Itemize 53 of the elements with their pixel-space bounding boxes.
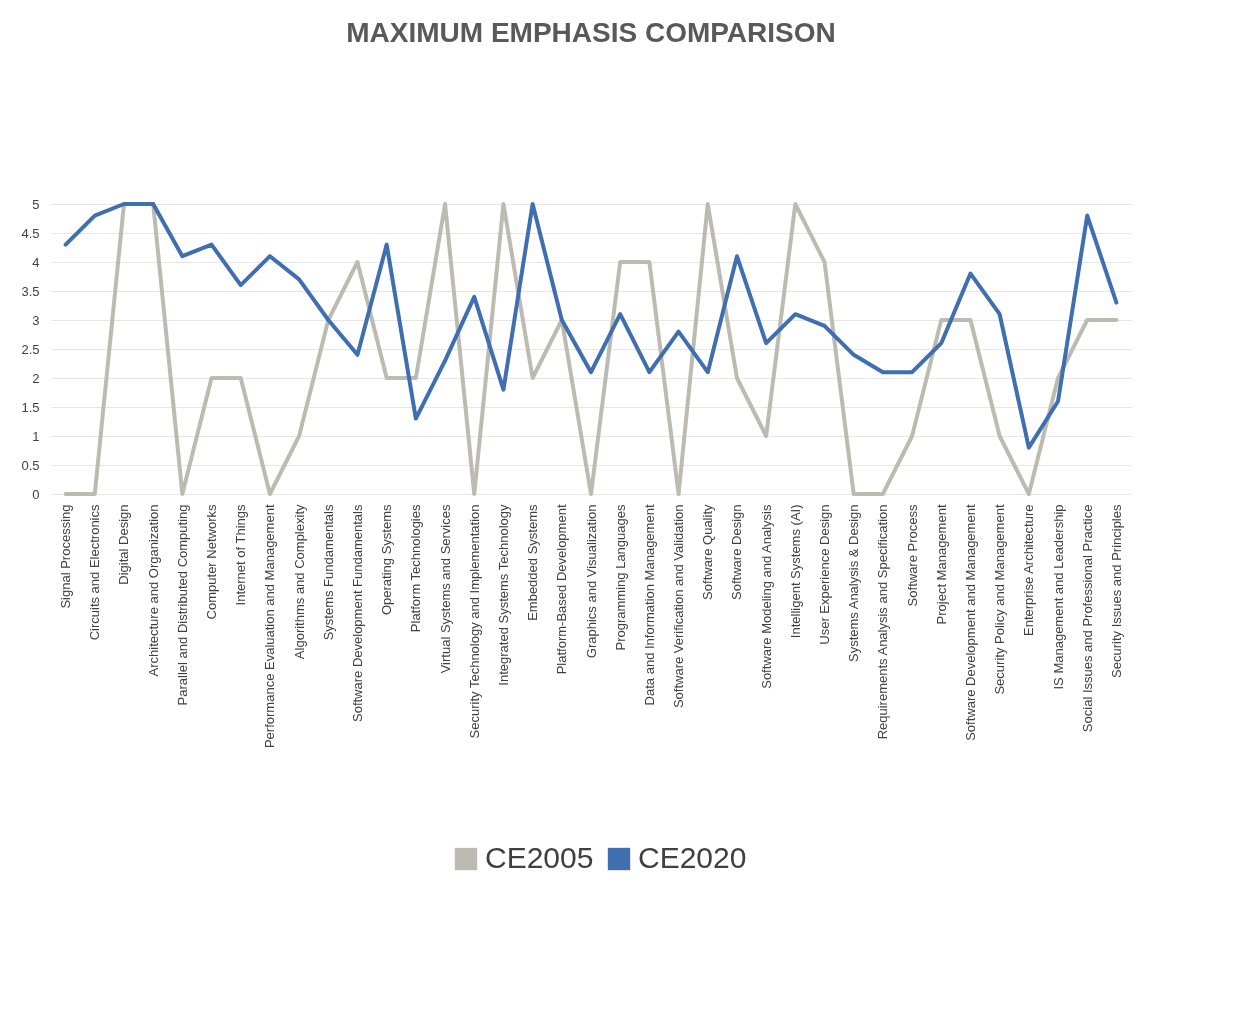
x-tick-label: Internet of Things bbox=[233, 504, 249, 606]
x-tick-label: IS Management and Leadership bbox=[1050, 504, 1066, 690]
x-tick-label: Software Quality bbox=[700, 504, 716, 600]
x-tick-label: Intelligent Systems (AI) bbox=[787, 504, 803, 639]
x-tick-label: Data and Information Management bbox=[641, 504, 657, 706]
y-tick-label: 1 bbox=[32, 428, 40, 444]
x-tick-label: Security Policy and Management bbox=[992, 504, 1008, 695]
x-tick-label: Circuits and Electronics bbox=[87, 504, 103, 641]
y-tick-label: 3.5 bbox=[21, 283, 40, 299]
x-tick-label: Architecture and Organization bbox=[145, 504, 161, 677]
x-tick-label: Signal Processing bbox=[58, 504, 74, 609]
x-tick-label: Software Development Fundamentals bbox=[349, 504, 365, 723]
x-tick-label: Performance Evaluation and Management bbox=[262, 504, 278, 749]
x-tick-label: Operating Systems bbox=[379, 504, 395, 616]
x-tick-label: Virtual Systems and Services bbox=[437, 504, 453, 674]
x-tick-label: Computer Networks bbox=[204, 504, 220, 620]
x-tick-label: Systems Fundamentals bbox=[320, 504, 336, 641]
x-tick-label: Platform Technologies bbox=[408, 504, 424, 633]
x-tick-label: Software Design bbox=[729, 504, 745, 600]
y-tick-label: 0.5 bbox=[21, 457, 40, 473]
x-tick-label: User Experience Design bbox=[817, 504, 833, 645]
x-tick-label: Algorithms and Complexity bbox=[291, 504, 307, 660]
x-tick-label: Embedded Systems bbox=[525, 504, 541, 621]
x-tick-label: Software Development and Management bbox=[962, 504, 978, 741]
line-series bbox=[63, 202, 1119, 450]
y-tick-label: 4 bbox=[32, 254, 40, 270]
x-tick-label: Graphics and Visualization bbox=[583, 504, 599, 659]
x-tick-label: Security Technology and Implementation bbox=[466, 504, 482, 739]
x-tick-label: Programming Languages bbox=[612, 504, 628, 651]
y-tick-label: 1.5 bbox=[21, 399, 40, 415]
x-tick-label: Integrated Systems Technology bbox=[495, 504, 511, 686]
y-tick-label: 2.5 bbox=[21, 341, 40, 357]
x-tick-label: Parallel and Distributed Computing bbox=[174, 504, 190, 706]
x-tick-label: Project Management bbox=[933, 504, 949, 625]
y-tick-label: 0 bbox=[32, 486, 40, 502]
chart-title: MAXIMUM EMPHASIS COMPARISON bbox=[346, 17, 836, 48]
x-tick-label: Requirements Analysis and Specification bbox=[875, 504, 891, 740]
x-tick-label: Software Modeling and Analysis bbox=[758, 504, 774, 689]
y-tick-label: 3 bbox=[32, 312, 40, 328]
y-tick-label: 4.5 bbox=[21, 225, 40, 241]
x-tick-label: Social Issues and Professional Practice bbox=[1079, 504, 1095, 733]
y-tick-label: 5 bbox=[32, 196, 40, 212]
x-tick-label: Systems Analysis & Design bbox=[846, 504, 862, 663]
x-tick-label: Software Verification and Validation bbox=[671, 504, 687, 709]
x-tick-label: Enterprise Architecture bbox=[1021, 504, 1037, 637]
x-tick-label: Software Process bbox=[904, 504, 920, 607]
x-tick-label: Security Issues and Principles bbox=[1108, 504, 1124, 678]
legend-label: CE2020 bbox=[638, 841, 747, 874]
y-tick-label: 2 bbox=[32, 370, 40, 386]
x-tick-label: Platform-Based Development bbox=[554, 504, 570, 675]
legend-label: CE2005 bbox=[485, 841, 594, 874]
x-tick-label: Digital Design bbox=[116, 504, 132, 585]
line-series bbox=[63, 202, 1119, 496]
